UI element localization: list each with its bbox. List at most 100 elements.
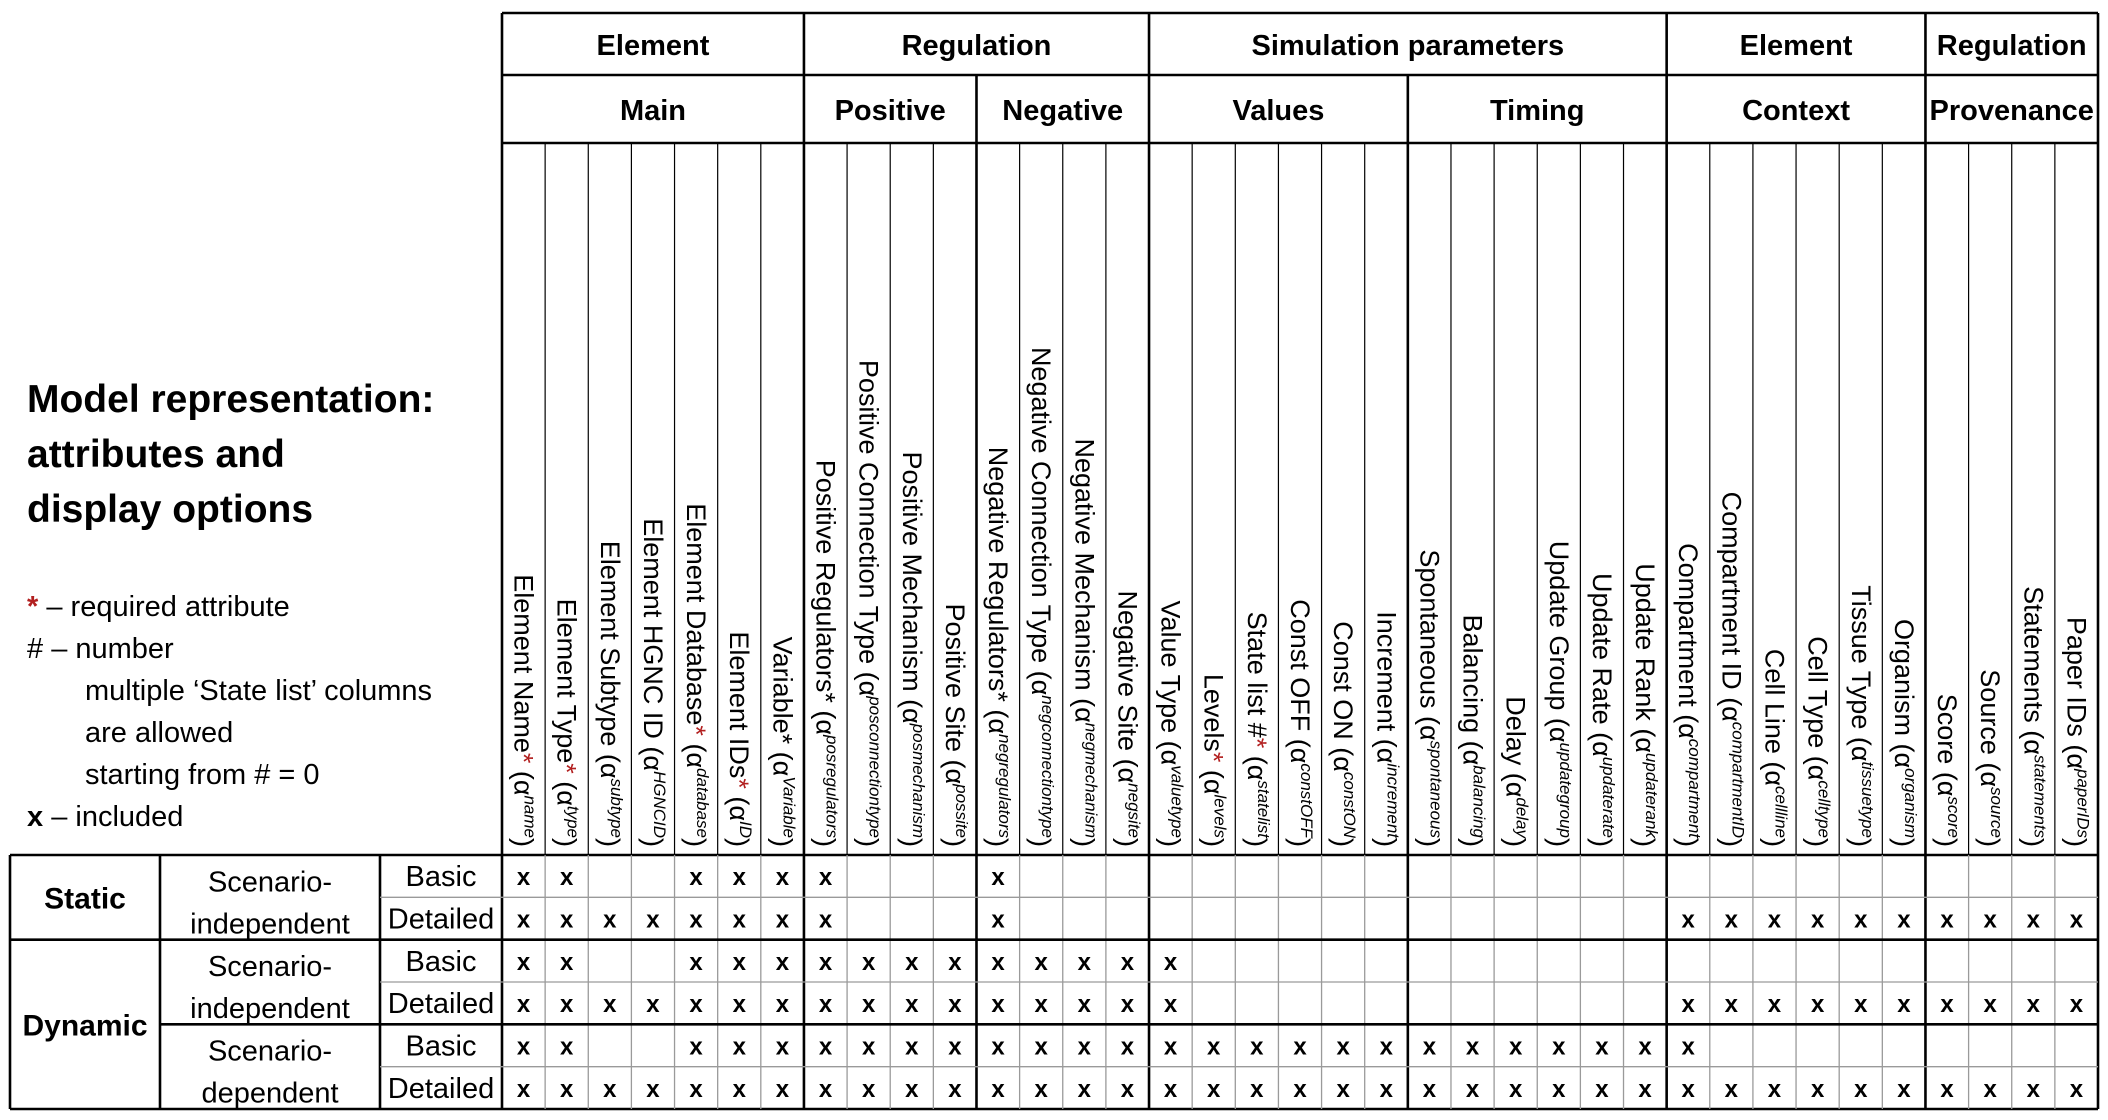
included-mark: x — [1250, 1034, 1264, 1061]
included-mark: x — [1682, 991, 1696, 1018]
column-suffix: ) — [1889, 838, 1919, 847]
legend-text: starting from # = 0 — [85, 759, 320, 791]
included-mark: x — [646, 991, 660, 1018]
included-mark: x — [1078, 949, 1092, 976]
legend-text: are allowed — [85, 717, 233, 749]
column-superscript: levels — [1211, 795, 1230, 839]
included-mark: x — [1121, 1076, 1135, 1103]
column-header-22: Balancing (αbalancing) — [1458, 615, 1489, 847]
column-name: Compartment — [1673, 543, 1703, 707]
column-superscript: increment — [1383, 763, 1402, 839]
included-mark: x — [2070, 907, 2084, 934]
included-mark: x — [1595, 1034, 1609, 1061]
column-superscript: updaterate — [1599, 757, 1618, 838]
column-header-6: Variable* (αVariable) — [767, 637, 798, 847]
column-superscript: compartment — [1685, 739, 1704, 839]
column-name: Positive Regulators* — [811, 460, 841, 704]
column-name: Paper IDs — [2061, 617, 2091, 737]
column-name: Statements — [2018, 586, 2048, 723]
column-suffix: ) — [1803, 838, 1833, 847]
column-header-10: Positive Site (αpossite) — [940, 603, 971, 847]
included-mark: x — [733, 864, 747, 891]
included-mark: x — [1078, 991, 1092, 1018]
column-suffix: ) — [897, 838, 927, 847]
row-level-label: Basic — [406, 1031, 477, 1063]
included-mark: x — [862, 991, 876, 1018]
column-name: Spontaneous — [1414, 549, 1444, 708]
column-superscript: tissuetype — [1858, 761, 1877, 838]
column-suffix: ) — [1716, 838, 1746, 847]
column-prefix: (α — [1501, 765, 1531, 797]
legend-symbol: # — [27, 633, 43, 665]
row-section-label: Dynamic — [22, 1009, 147, 1042]
legend-title-line-3: display options — [27, 488, 313, 531]
included-mark: x — [2027, 991, 2041, 1018]
column-header-17: State list #* (αstatelist) — [1242, 612, 1273, 847]
included-mark: x — [819, 991, 833, 1018]
column-name: Negative Site — [1112, 590, 1142, 751]
legend-text: – required attribute — [38, 591, 289, 623]
column-prefix: (α — [854, 664, 884, 696]
column-header-32: Organism (αorganism) — [1889, 619, 1920, 847]
column-superscript: constOFF — [1297, 763, 1316, 839]
included-mark: x — [1164, 1034, 1178, 1061]
column-suffix: ) — [1975, 838, 2005, 847]
included-mark: x — [862, 1034, 876, 1061]
included-mark: x — [991, 991, 1005, 1018]
column-name: State list # — [1242, 612, 1272, 738]
included-mark: x — [2027, 907, 2041, 934]
included-mark: x — [603, 907, 617, 934]
column-prefix: (α — [1026, 663, 1056, 695]
column-prefix: (α — [1069, 691, 1099, 723]
column-name: Cell Type — [1803, 636, 1833, 748]
column-suffix: ) — [811, 838, 841, 847]
included-mark: x — [2070, 991, 2084, 1018]
column-suffix: ) — [1069, 838, 1099, 847]
included-mark: x — [1940, 907, 1954, 934]
column-superscript: ID — [736, 821, 755, 838]
column-superscript: updategroup — [1556, 743, 1575, 838]
included-mark: x — [1078, 1034, 1092, 1061]
column-name: Element Name — [509, 574, 539, 753]
column-prefix: (α — [1975, 755, 2005, 787]
column-header-30: Cell Type (αcelltype) — [1803, 636, 1834, 847]
included-mark: x — [1121, 991, 1135, 1018]
column-suffix: ) — [983, 838, 1013, 847]
included-mark: x — [1121, 949, 1135, 976]
column-name: Element Database — [681, 503, 711, 725]
column-name: Compartment ID — [1716, 492, 1746, 690]
included-mark: x — [689, 991, 703, 1018]
included-mark: x — [517, 864, 531, 891]
included-mark: x — [1897, 991, 1911, 1018]
legend-text: multiple ‘State list’ columns — [85, 675, 432, 707]
included-mark: x — [905, 1076, 919, 1103]
row-scenario-label: dependent — [201, 1078, 338, 1110]
column-suffix: ) — [509, 838, 539, 847]
row-scenario-label: Scenario- — [208, 951, 332, 983]
column-superscript: paperIDs — [2073, 768, 2092, 838]
column-prefix: (α — [811, 703, 841, 735]
legend: Model representation: attributes and dis… — [27, 378, 434, 833]
column-prefix: (α — [1932, 764, 1962, 796]
included-mark: x — [1509, 1076, 1523, 1103]
column-suffix: ) — [1026, 838, 1056, 847]
column-name: Positive Mechanism — [897, 451, 927, 691]
column-suffix: ) — [681, 838, 711, 847]
column-prefix: (α — [638, 739, 668, 771]
included-mark: x — [1854, 1076, 1868, 1103]
required-asterisk: * — [509, 753, 539, 764]
group-sub-1: Positive — [835, 95, 946, 127]
column-name: Positive Connection Type — [854, 360, 884, 664]
column-suffix: ) — [552, 838, 582, 847]
column-header-33: Score (αscore) — [1932, 694, 1963, 847]
included-mark: x — [560, 991, 574, 1018]
column-prefix: (α — [509, 763, 539, 795]
included-mark: x — [776, 949, 790, 976]
included-mark: x — [905, 1034, 919, 1061]
column-suffix: ) — [2061, 838, 2091, 847]
included-mark: x — [1682, 907, 1696, 934]
included-mark: x — [560, 949, 574, 976]
column-suffix: ) — [1587, 838, 1617, 847]
column-name: Element Subtype — [595, 541, 625, 747]
